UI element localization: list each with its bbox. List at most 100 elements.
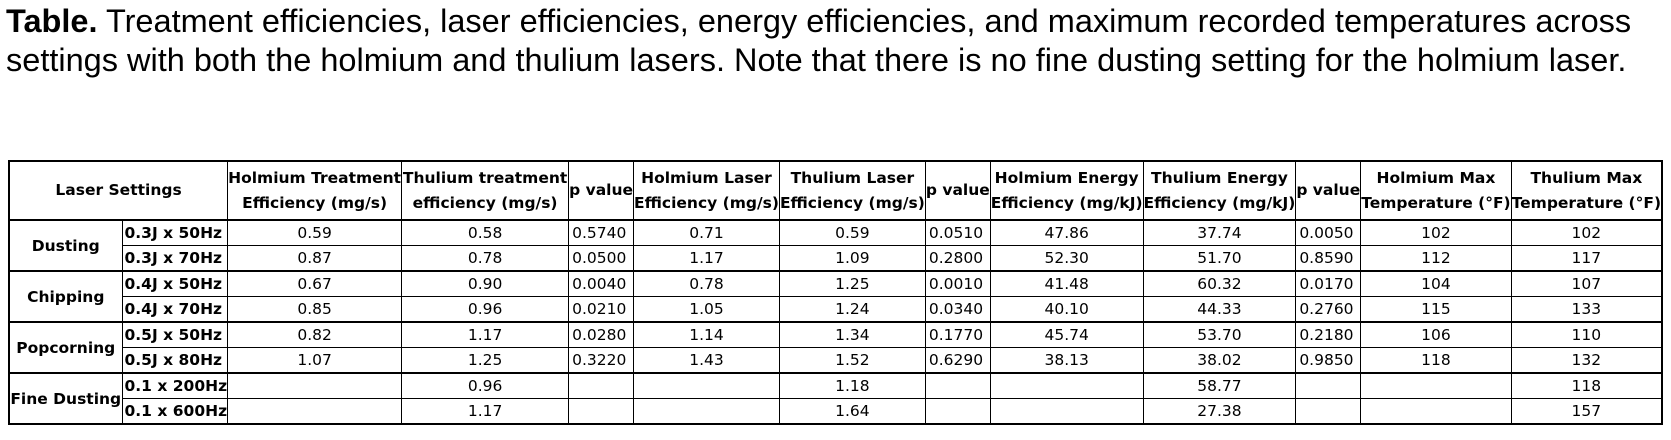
value-cell: 58.77 bbox=[1142, 372, 1297, 399]
table-row: Fine Dusting 0.1 x 200Hz 0.96 1.18 58.77 118 bbox=[8, 372, 1663, 425]
p-value-cell: 0.6290 bbox=[924, 347, 991, 374]
value-cell: 0.90 bbox=[401, 270, 570, 297]
p-value-cell bbox=[568, 372, 635, 399]
value-cell: 0.59 bbox=[778, 219, 926, 246]
p-value-cell: 0.0040 bbox=[568, 270, 635, 297]
value-cell: 1.25 bbox=[401, 347, 570, 374]
value-cell: 45.74 bbox=[989, 321, 1144, 348]
value-cell bbox=[989, 398, 1144, 425]
table-row: Dusting 0.3J x 50Hz 0.59 0.58 0.5740 0.71 0.59… bbox=[8, 219, 1663, 272]
column-header: p value bbox=[924, 160, 991, 221]
value-cell: 1.14 bbox=[633, 321, 780, 348]
value-cell: 1.05 bbox=[633, 296, 780, 323]
caption-lead: Table. bbox=[6, 3, 98, 39]
header-line: Holmium Treatment bbox=[228, 168, 402, 187]
value-cell: 37.74 bbox=[1142, 219, 1297, 246]
column-header: Holmium Energy Efficiency (mg/kJ) bbox=[989, 160, 1144, 221]
value-cell: 0.67 bbox=[227, 270, 403, 297]
p-value-cell: 0.0210 bbox=[568, 296, 635, 323]
value-cell: 27.38 bbox=[1142, 398, 1297, 425]
value-cell: 157 bbox=[1510, 398, 1663, 425]
p-value-cell: 0.8590 bbox=[1295, 245, 1362, 272]
column-header: Thulium Max Temperature (°F) bbox=[1510, 160, 1663, 221]
value-cell: 102 bbox=[1510, 219, 1663, 246]
p-value-cell: 0.0050 bbox=[1295, 219, 1362, 246]
value-cell: 115 bbox=[1360, 296, 1512, 323]
p-value-cell: 0.2760 bbox=[1295, 296, 1362, 323]
table-row: Popcorning 0.5J x 50Hz 0.82 1.17 0.0280 1.14 1… bbox=[8, 321, 1663, 374]
p-value-cell: 0.0510 bbox=[924, 219, 991, 246]
setting-label: 0.1 x 600Hz bbox=[121, 398, 229, 425]
value-cell: 47.86 bbox=[989, 219, 1144, 246]
value-cell: 44.33 bbox=[1142, 296, 1297, 323]
value-cell: 51.70 bbox=[1142, 245, 1297, 272]
value-cell: 133 bbox=[1510, 296, 1663, 323]
setting-label: 0.5J x 80Hz bbox=[121, 347, 229, 374]
p-value-cell bbox=[1295, 372, 1362, 399]
p-value-cell: 0.2800 bbox=[924, 245, 991, 272]
value-cell: 118 bbox=[1360, 347, 1512, 374]
header-line: Thulium Energy bbox=[1151, 168, 1288, 187]
value-cell: 110 bbox=[1510, 321, 1663, 348]
value-cell: 117 bbox=[1510, 245, 1663, 272]
value-cell: 1.64 bbox=[778, 398, 926, 425]
header-line: Efficiency (mg/s) bbox=[779, 193, 925, 212]
p-value-cell: 0.0500 bbox=[568, 245, 635, 272]
value-cell: 1.17 bbox=[401, 321, 570, 348]
table-row: Chipping 0.4J x 50Hz 0.67 0.90 0.0040 0.78 1.2… bbox=[8, 270, 1663, 323]
results-table: Laser Settings Holmium Treatment Efficienc… bbox=[8, 160, 1664, 425]
header-line: Thulium Laser bbox=[790, 168, 915, 187]
value-cell: 0.87 bbox=[227, 245, 403, 272]
value-cell: 0.96 bbox=[401, 372, 570, 399]
column-header: p value bbox=[1295, 160, 1362, 221]
table-body: Dusting 0.3J x 50Hz 0.59 0.58 0.5740 0.71 0.59… bbox=[8, 219, 1663, 425]
value-cell bbox=[1360, 398, 1512, 425]
value-cell: 41.48 bbox=[989, 270, 1144, 297]
value-cell bbox=[227, 372, 403, 399]
value-cell: 102 bbox=[1360, 219, 1512, 246]
value-cell: 118 bbox=[1510, 372, 1663, 399]
column-header: Holmium Max Temperature (°F) bbox=[1360, 160, 1512, 221]
value-cell: 1.25 bbox=[778, 270, 926, 297]
value-cell: 1.09 bbox=[778, 245, 926, 272]
header-line: Holmium Max bbox=[1376, 168, 1496, 187]
p-value-cell: 0.0170 bbox=[1295, 270, 1362, 297]
setting-label: 0.4J x 50Hz bbox=[121, 270, 229, 297]
value-cell: 0.96 bbox=[401, 296, 570, 323]
header-laser-settings: Laser Settings bbox=[8, 160, 229, 221]
header-line: Efficiency (mg/s) bbox=[242, 193, 388, 212]
value-cell: 1.17 bbox=[633, 245, 780, 272]
value-cell: 1.34 bbox=[778, 321, 926, 348]
header-line: Efficiency (mg/kJ) bbox=[990, 193, 1143, 212]
value-cell: 106 bbox=[1360, 321, 1512, 348]
p-value-cell: 0.0340 bbox=[924, 296, 991, 323]
table-row: 0.5J x 80Hz 1.07 1.25 0.3220 1.43 1.52 0.6290 3… bbox=[9, 347, 1663, 374]
value-cell: 0.78 bbox=[401, 245, 570, 272]
p-value-cell: 0.0280 bbox=[568, 321, 635, 348]
table-row: 0.3J x 70Hz 0.87 0.78 0.0500 1.17 1.09 0.2800 5… bbox=[9, 245, 1663, 272]
row-group-label: Chipping bbox=[8, 270, 123, 323]
column-header: Thulium treatment efficiency (mg/s) bbox=[401, 160, 570, 221]
row-group-label: Popcorning bbox=[8, 321, 123, 374]
p-value-cell: 0.0010 bbox=[924, 270, 991, 297]
value-cell: 104 bbox=[1360, 270, 1512, 297]
table-row: 0.4J x 70Hz 0.85 0.96 0.0210 1.05 1.24 0.0340 4… bbox=[9, 296, 1663, 323]
header-line: Laser Settings bbox=[55, 181, 182, 199]
value-cell: 0.85 bbox=[227, 296, 403, 323]
p-value-cell bbox=[924, 398, 991, 425]
header-line: p value bbox=[1296, 181, 1361, 199]
value-cell: 38.13 bbox=[989, 347, 1144, 374]
value-cell bbox=[1360, 372, 1512, 399]
p-value-cell bbox=[568, 398, 635, 425]
table-caption: Table. Treatment efficiencies, laser eff… bbox=[6, 2, 1661, 80]
value-cell bbox=[633, 398, 780, 425]
value-cell: 1.17 bbox=[401, 398, 570, 425]
value-cell: 40.10 bbox=[989, 296, 1144, 323]
value-cell bbox=[989, 372, 1144, 399]
header-line: efficiency (mg/s) bbox=[412, 193, 558, 212]
value-cell: 0.58 bbox=[401, 219, 570, 246]
value-cell: 132 bbox=[1510, 347, 1663, 374]
value-cell: 0.59 bbox=[227, 219, 403, 246]
column-header: Thulium Energy Efficiency (mg/kJ) bbox=[1142, 160, 1297, 221]
setting-label: 0.3J x 70Hz bbox=[121, 245, 229, 272]
